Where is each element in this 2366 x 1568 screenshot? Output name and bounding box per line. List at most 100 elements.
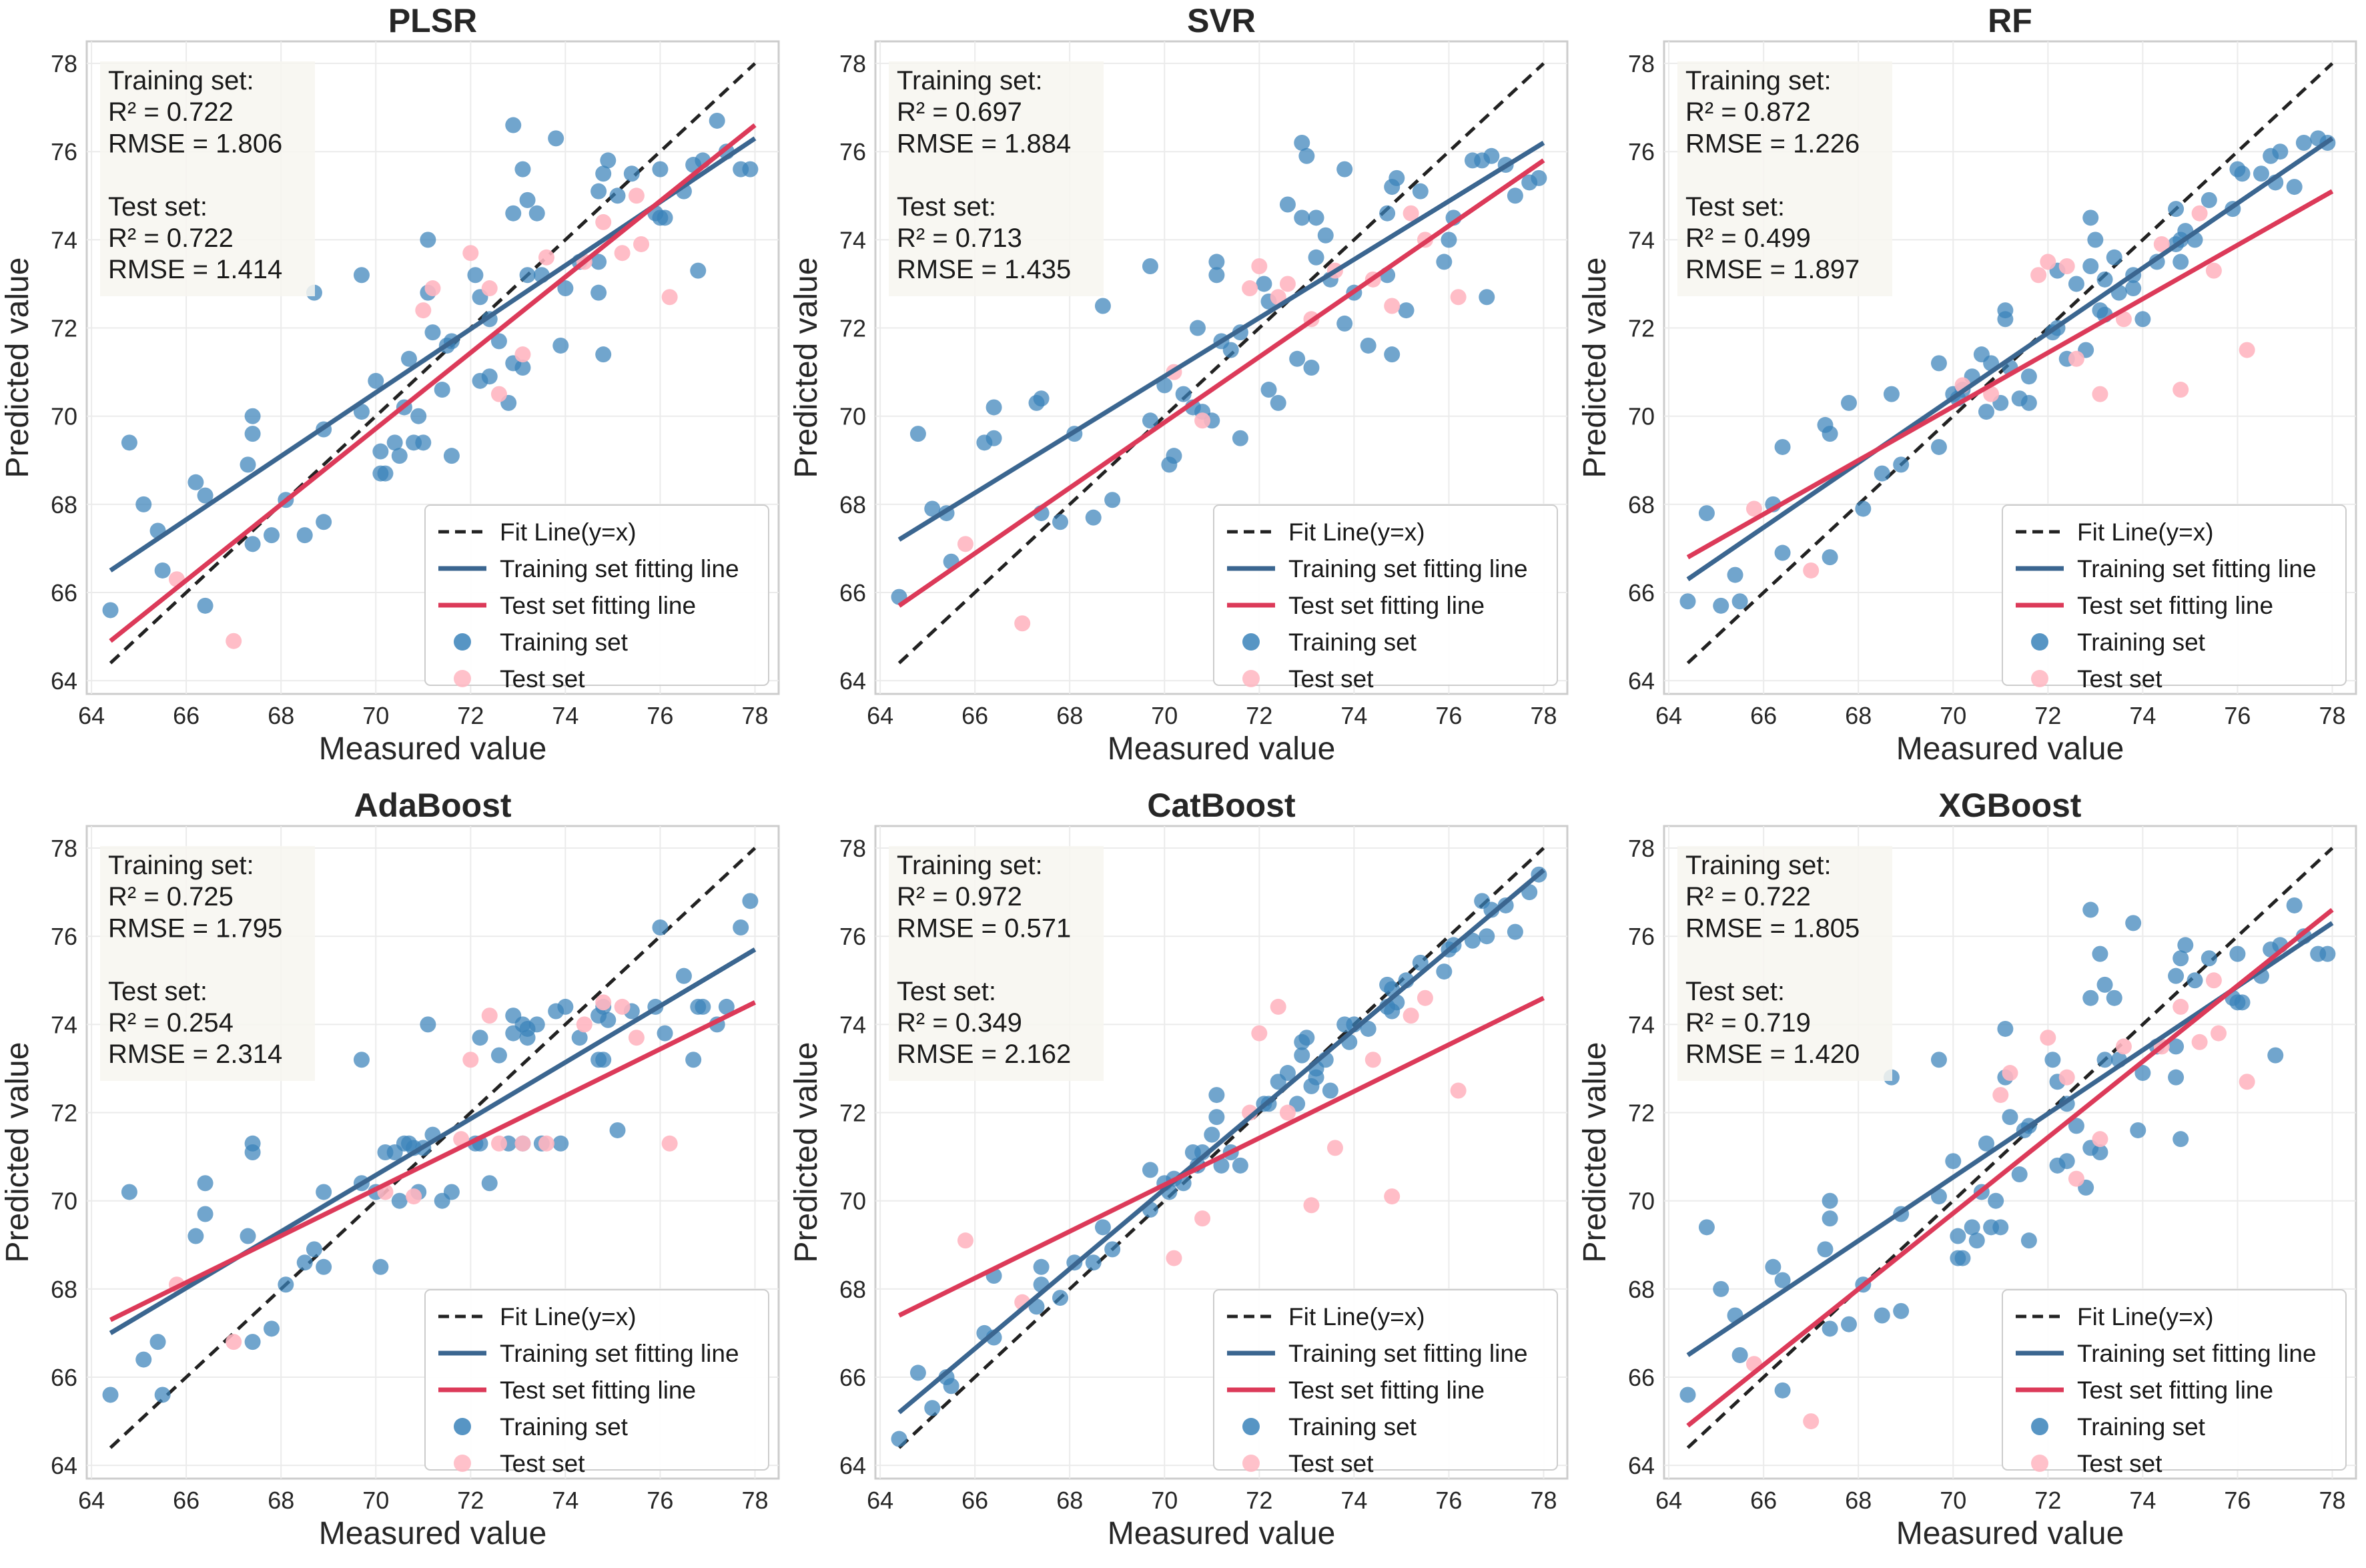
train-point [528, 205, 545, 222]
identity-line [897, 62, 1545, 665]
train-point [154, 1387, 171, 1403]
y-tick-label: 78 [839, 50, 866, 77]
train-point [590, 183, 607, 200]
train-point [434, 382, 450, 398]
train-point [1033, 390, 1050, 407]
legend-label: Training set fitting line [2077, 555, 2317, 582]
train-point [1713, 597, 1729, 614]
chart-title: XGBoost [1939, 787, 2082, 824]
train-point [1052, 1290, 1069, 1306]
train-point [1822, 1320, 1838, 1337]
stats-line: R² = 0.722 [108, 97, 234, 127]
stats-line: Training set: [1685, 66, 1832, 95]
x-tick-label: 70 [1151, 1487, 1178, 1514]
train-point [264, 1320, 280, 1337]
train-point [1679, 593, 1696, 610]
train-point [372, 1258, 389, 1275]
train-point [609, 1122, 626, 1138]
train-point [2096, 271, 2113, 288]
data-layer [891, 847, 1547, 1449]
y-tick-label: 68 [1628, 491, 1655, 518]
train-point [609, 187, 626, 204]
train-point [2168, 201, 2185, 218]
train-point [353, 1052, 370, 1068]
x-tick-label: 70 [1151, 702, 1178, 729]
legend-label: Test set [500, 1450, 585, 1477]
train-point [557, 280, 574, 297]
x-axis-label: Measured value [1896, 731, 2124, 767]
legend-label: Training set fitting line [2077, 1340, 2317, 1367]
legend-label: Test set [1288, 665, 1374, 693]
test-point [957, 1232, 973, 1249]
y-tick-label: 74 [51, 1011, 77, 1038]
train-point [1507, 187, 1523, 204]
train-point [1389, 169, 1405, 186]
data-layer [1679, 62, 2336, 665]
data-layer [891, 62, 1547, 665]
stats-line: RMSE = 1.884 [897, 129, 1071, 158]
y-tick-label: 76 [839, 923, 866, 950]
train-point [2020, 368, 2037, 385]
train-fit-line [897, 868, 1545, 1415]
train-point [595, 1052, 612, 1068]
legend [2002, 1289, 2347, 1471]
stats-line: R² = 0.725 [108, 882, 234, 911]
x-tick-label: 74 [1340, 702, 1367, 729]
y-tick-label: 78 [839, 835, 866, 862]
test-point [595, 214, 612, 230]
train-point [2092, 945, 2108, 962]
x-tick-label: 76 [647, 702, 673, 729]
test-point [1279, 1104, 1296, 1121]
train-point [519, 267, 536, 284]
train-point [1322, 1082, 1338, 1099]
stats-box [100, 61, 315, 296]
train-point [1436, 963, 1453, 980]
legend-label: Test set fitting line [2077, 1377, 2273, 1404]
stats-line: R² = 0.722 [1685, 882, 1811, 911]
identity-line [109, 62, 757, 665]
test-point [2092, 386, 2108, 402]
stats-line: Test set: [897, 977, 996, 1006]
train-point [2229, 945, 2246, 962]
test-point [415, 302, 432, 319]
train-point [1336, 161, 1353, 177]
x-tick-label: 68 [268, 702, 294, 729]
train-point [1204, 1126, 1220, 1143]
train-point [1483, 901, 1500, 918]
y-tick-label: 70 [51, 403, 77, 430]
test-point [1279, 276, 1296, 292]
train-fit-line [1686, 136, 2334, 582]
train-point [2002, 1109, 2018, 1126]
legend-swatch-point [1242, 670, 1260, 687]
test-point [1364, 1052, 1381, 1068]
stats-box [1677, 61, 1892, 296]
stats-line: RMSE = 1.226 [1685, 129, 1860, 158]
y-tick-label: 68 [839, 1276, 866, 1303]
train-point [353, 404, 370, 420]
test-point [2211, 1025, 2227, 1042]
stats-line: Training set: [108, 66, 254, 95]
y-axis-label: Predicted value [0, 258, 35, 478]
train-point [1308, 210, 1324, 226]
train-point [685, 1052, 702, 1068]
train-point [472, 1030, 488, 1046]
test-point [576, 1016, 593, 1033]
stats-line: R² = 0.697 [897, 97, 1022, 127]
train-point [467, 267, 484, 284]
train-point [1189, 320, 1206, 336]
train-point [1360, 337, 1376, 354]
x-tick-label: 72 [2034, 1487, 2061, 1514]
train-point [595, 346, 612, 363]
train-point [1464, 932, 1481, 949]
y-tick-label: 64 [51, 1452, 77, 1479]
train-point [197, 487, 214, 504]
test-point [514, 1135, 531, 1152]
chart-title: PLSR [388, 2, 477, 39]
data-layer [102, 847, 759, 1449]
data-layer [102, 62, 759, 665]
stats-box [1677, 846, 1892, 1081]
train-point [490, 1047, 507, 1064]
y-tick-label: 76 [51, 923, 77, 950]
x-tick-label: 78 [1530, 1487, 1557, 1514]
